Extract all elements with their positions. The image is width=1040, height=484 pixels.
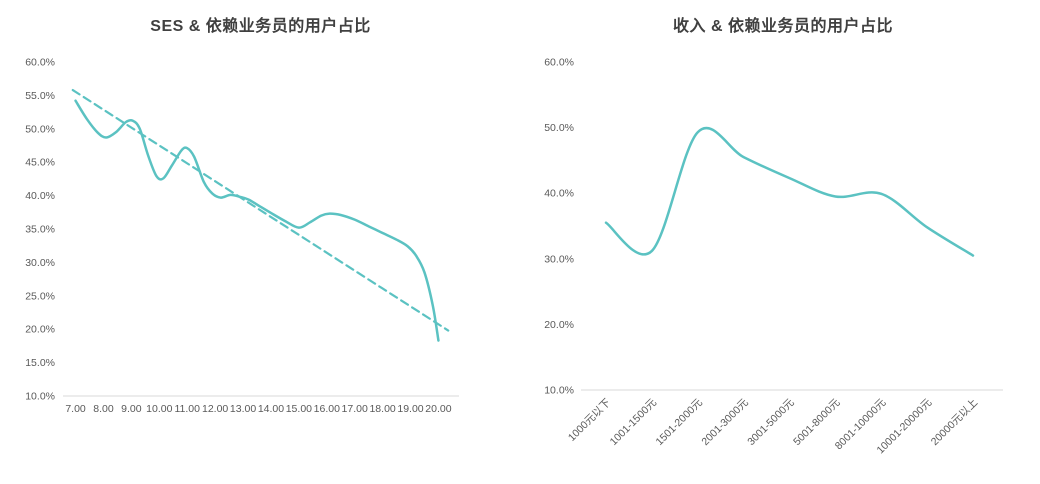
y-axis-tick-label: 40.0% [544, 188, 574, 200]
x-axis-tick-label: 13.00 [230, 403, 256, 415]
y-axis-tick-label: 60.0% [25, 57, 55, 69]
income-chart: 收入 & 依赖业务员的用户占比 10.0% 20.0% 30.0% 40.0% 50.0… [533, 6, 1033, 478]
y-axis-tick-label: 25.0% [25, 290, 55, 302]
y-axis-tick-label: 35.0% [25, 224, 55, 236]
y-axis-tick-label: 30.0% [25, 257, 55, 269]
y-axis-tick-label: 10.0% [25, 391, 55, 403]
x-axis-tick-label: 20.00 [425, 403, 451, 415]
x-axis-tick-label: 12.00 [202, 403, 228, 415]
x-axis-category-label: 1000元以下 [566, 397, 613, 444]
y-axis-tick-label: 30.0% [544, 253, 574, 265]
ses-chart: SES & 依赖业务员的用户占比 10.0% 15.0% 20.0% 25.0% 30.… [8, 6, 513, 478]
x-axis-tick-label: 7.00 [65, 403, 86, 415]
income-chart-title: 收入 & 依赖业务员的用户占比 [673, 18, 893, 35]
x-axis-tick-label: 11.00 [174, 403, 200, 415]
x-axis-tick-label: 18.00 [369, 403, 395, 415]
y-axis-tick-label: 15.0% [25, 357, 55, 369]
x-axis-category-label: 2001-3000元 [699, 396, 751, 448]
income-chart-plot-area: 10.0% 20.0% 30.0% 40.0% 50.0% 60.0% 1000元以下100… [544, 57, 1003, 456]
y-axis-tick-label: 50.0% [25, 123, 55, 135]
x-axis-tick-label: 8.00 [93, 403, 114, 415]
x-axis-tick-label: 14.00 [258, 403, 284, 415]
x-axis-category-label: 1501-2000元 [653, 396, 705, 448]
x-axis-category-label: 20000元以上 [929, 397, 980, 448]
y-axis-tick-label: 20.0% [25, 324, 55, 336]
x-axis-tick-label: 16.00 [314, 403, 340, 415]
ses-chart-title: SES & 依赖业务员的用户占比 [150, 18, 371, 35]
y-axis-tick-label: 10.0% [544, 385, 574, 397]
x-axis-tick-label: 17.00 [342, 403, 368, 415]
y-axis-tick-label: 60.0% [544, 57, 574, 69]
x-axis-tick-label: 10.00 [146, 403, 172, 415]
x-axis-tick-label: 15.00 [286, 403, 312, 415]
data-series-line [74, 99, 440, 342]
y-axis-tick-label: 20.0% [544, 319, 574, 331]
y-axis-tick-label: 50.0% [544, 122, 574, 134]
y-axis-tick-label: 40.0% [25, 190, 55, 202]
x-axis-category-label: 1001-1500元 [608, 396, 660, 448]
data-series-line [604, 126, 975, 257]
y-axis-tick-label: 45.0% [25, 157, 55, 169]
x-axis-tick-label: 9.00 [121, 403, 142, 415]
x-axis-tick-label: 19.00 [397, 403, 423, 415]
ses-chart-plot-area: 10.0% 15.0% 20.0% 25.0% 30.0% 35.0% 40.0% 45.0%… [25, 57, 459, 415]
y-axis-tick-label: 55.0% [25, 90, 55, 102]
trend-line [71, 88, 450, 332]
x-axis-category-label: 3001-5000元 [745, 396, 797, 448]
